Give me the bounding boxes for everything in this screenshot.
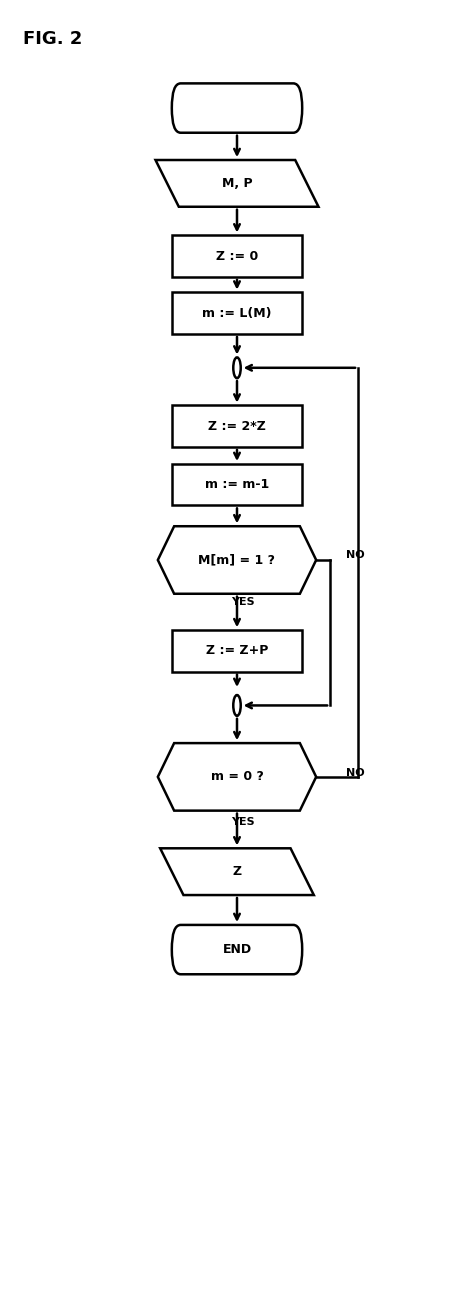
Bar (172, 235, 302, 277)
Text: Z := 0: Z := 0 (216, 250, 258, 263)
Bar (172, 630, 302, 672)
Bar (172, 293, 302, 335)
Text: M[m] = 1 ?: M[m] = 1 ? (199, 553, 275, 566)
Text: M, P: M, P (222, 176, 252, 190)
Text: m = 0 ?: m = 0 ? (210, 770, 264, 783)
Text: Z := 2*Z: Z := 2*Z (208, 420, 266, 433)
Polygon shape (160, 848, 314, 895)
Text: NO: NO (346, 769, 365, 778)
Text: NO: NO (346, 550, 365, 559)
FancyBboxPatch shape (172, 925, 302, 974)
Polygon shape (158, 744, 316, 810)
Circle shape (233, 357, 241, 378)
Text: YES: YES (231, 817, 255, 827)
Text: YES: YES (231, 596, 255, 606)
Text: Z: Z (232, 865, 242, 878)
Text: END: END (222, 944, 252, 957)
Circle shape (233, 695, 241, 716)
Bar (172, 405, 302, 447)
Polygon shape (158, 527, 316, 593)
Polygon shape (155, 159, 319, 207)
Text: m := m-1: m := m-1 (205, 478, 269, 491)
Text: Z := Z+P: Z := Z+P (206, 644, 268, 657)
Text: FIG. 2: FIG. 2 (23, 30, 82, 48)
FancyBboxPatch shape (172, 84, 302, 133)
Text: m := L(M): m := L(M) (202, 307, 272, 320)
Bar (172, 464, 302, 506)
